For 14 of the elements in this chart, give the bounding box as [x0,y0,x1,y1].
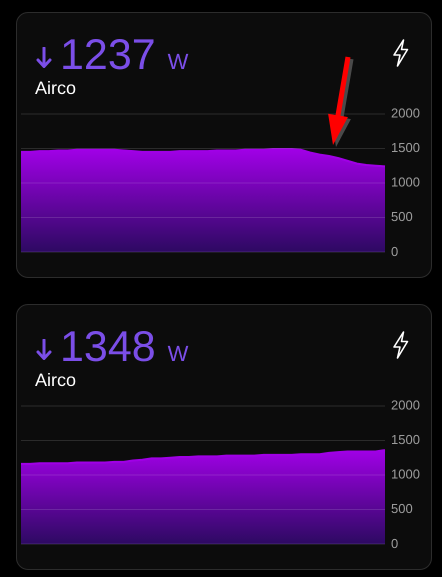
chart-subtitle: Airco [35,370,76,390]
y-tick-label: 500 [391,501,413,516]
chart-title: 1237 W [60,31,188,79]
y-tick-label: 2000 [391,105,420,120]
y-tick-label: 0 [391,536,398,551]
chart-title: 1348 W [60,323,188,371]
y-tick-label: 0 [391,244,398,259]
y-tick-label: 500 [391,209,413,224]
y-tick-label: 1500 [391,140,420,155]
chart-subtitle: Airco [35,78,76,98]
y-tick-label: 1000 [391,174,420,190]
y-tick-label: 2000 [391,397,420,412]
y-tick-label: 1500 [391,432,420,447]
y-tick-label: 1000 [391,466,420,482]
